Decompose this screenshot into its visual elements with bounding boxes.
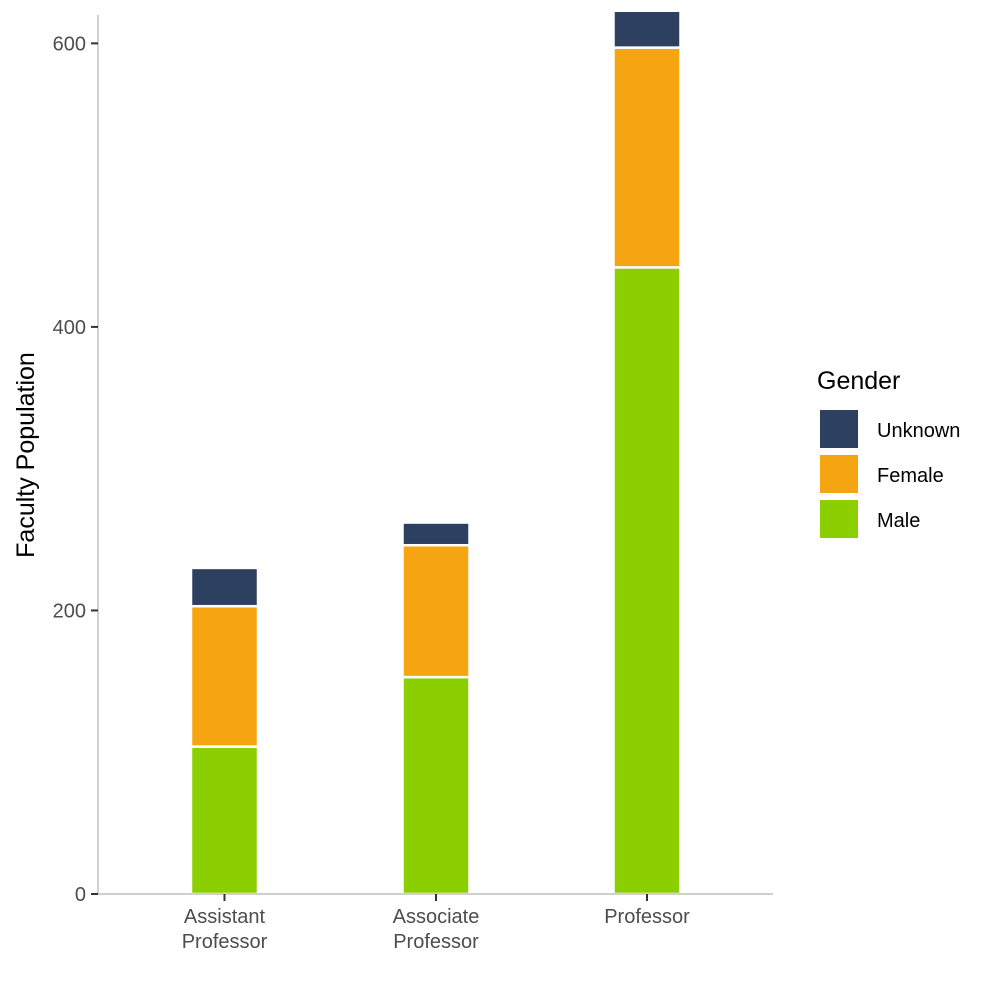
- x-tick-label-professor: Professor: [604, 906, 690, 928]
- bar-associate-professor-female: [401, 543, 471, 679]
- y-tick-label-600: 600: [53, 33, 86, 55]
- legend-key-unknown: [820, 410, 858, 448]
- ticks-layer: 0 200 400 600 Assistant Professor Associate Pro…: [53, 33, 691, 953]
- bar-professor-female: [612, 46, 682, 269]
- legend-label-unknown: Unknown: [877, 420, 960, 442]
- bar-associate-professor-male: [401, 675, 471, 896]
- legend-key-female: [820, 455, 858, 493]
- x-tick-label-assistant-professor: Assistant Professor: [182, 906, 268, 953]
- bar-assistant-professor-unknown: [189, 566, 260, 608]
- y-tick-label-400: 400: [53, 317, 86, 339]
- legend-key-male: [820, 500, 858, 538]
- x-tick-label-associate-professor: Associate Professor: [393, 906, 480, 953]
- bar-professor-unknown: [612, 9, 682, 49]
- legend-label-male: Male: [877, 510, 920, 532]
- bar-professor-male: [612, 266, 682, 896]
- y-tick-label-200: 200: [53, 600, 86, 622]
- y-tick-label-0: 0: [75, 884, 86, 906]
- bar-assistant-professor-male: [189, 745, 260, 896]
- legend-label-female: Female: [877, 465, 944, 487]
- legend-title: Gender: [817, 367, 900, 395]
- y-axis-title: Faculty Population: [12, 352, 40, 558]
- bar-associate-professor-unknown: [401, 521, 471, 547]
- bar-assistant-professor-female: [189, 604, 260, 748]
- legend: Gender Unknown Female Male: [817, 367, 960, 538]
- bars-layer: [189, 9, 682, 896]
